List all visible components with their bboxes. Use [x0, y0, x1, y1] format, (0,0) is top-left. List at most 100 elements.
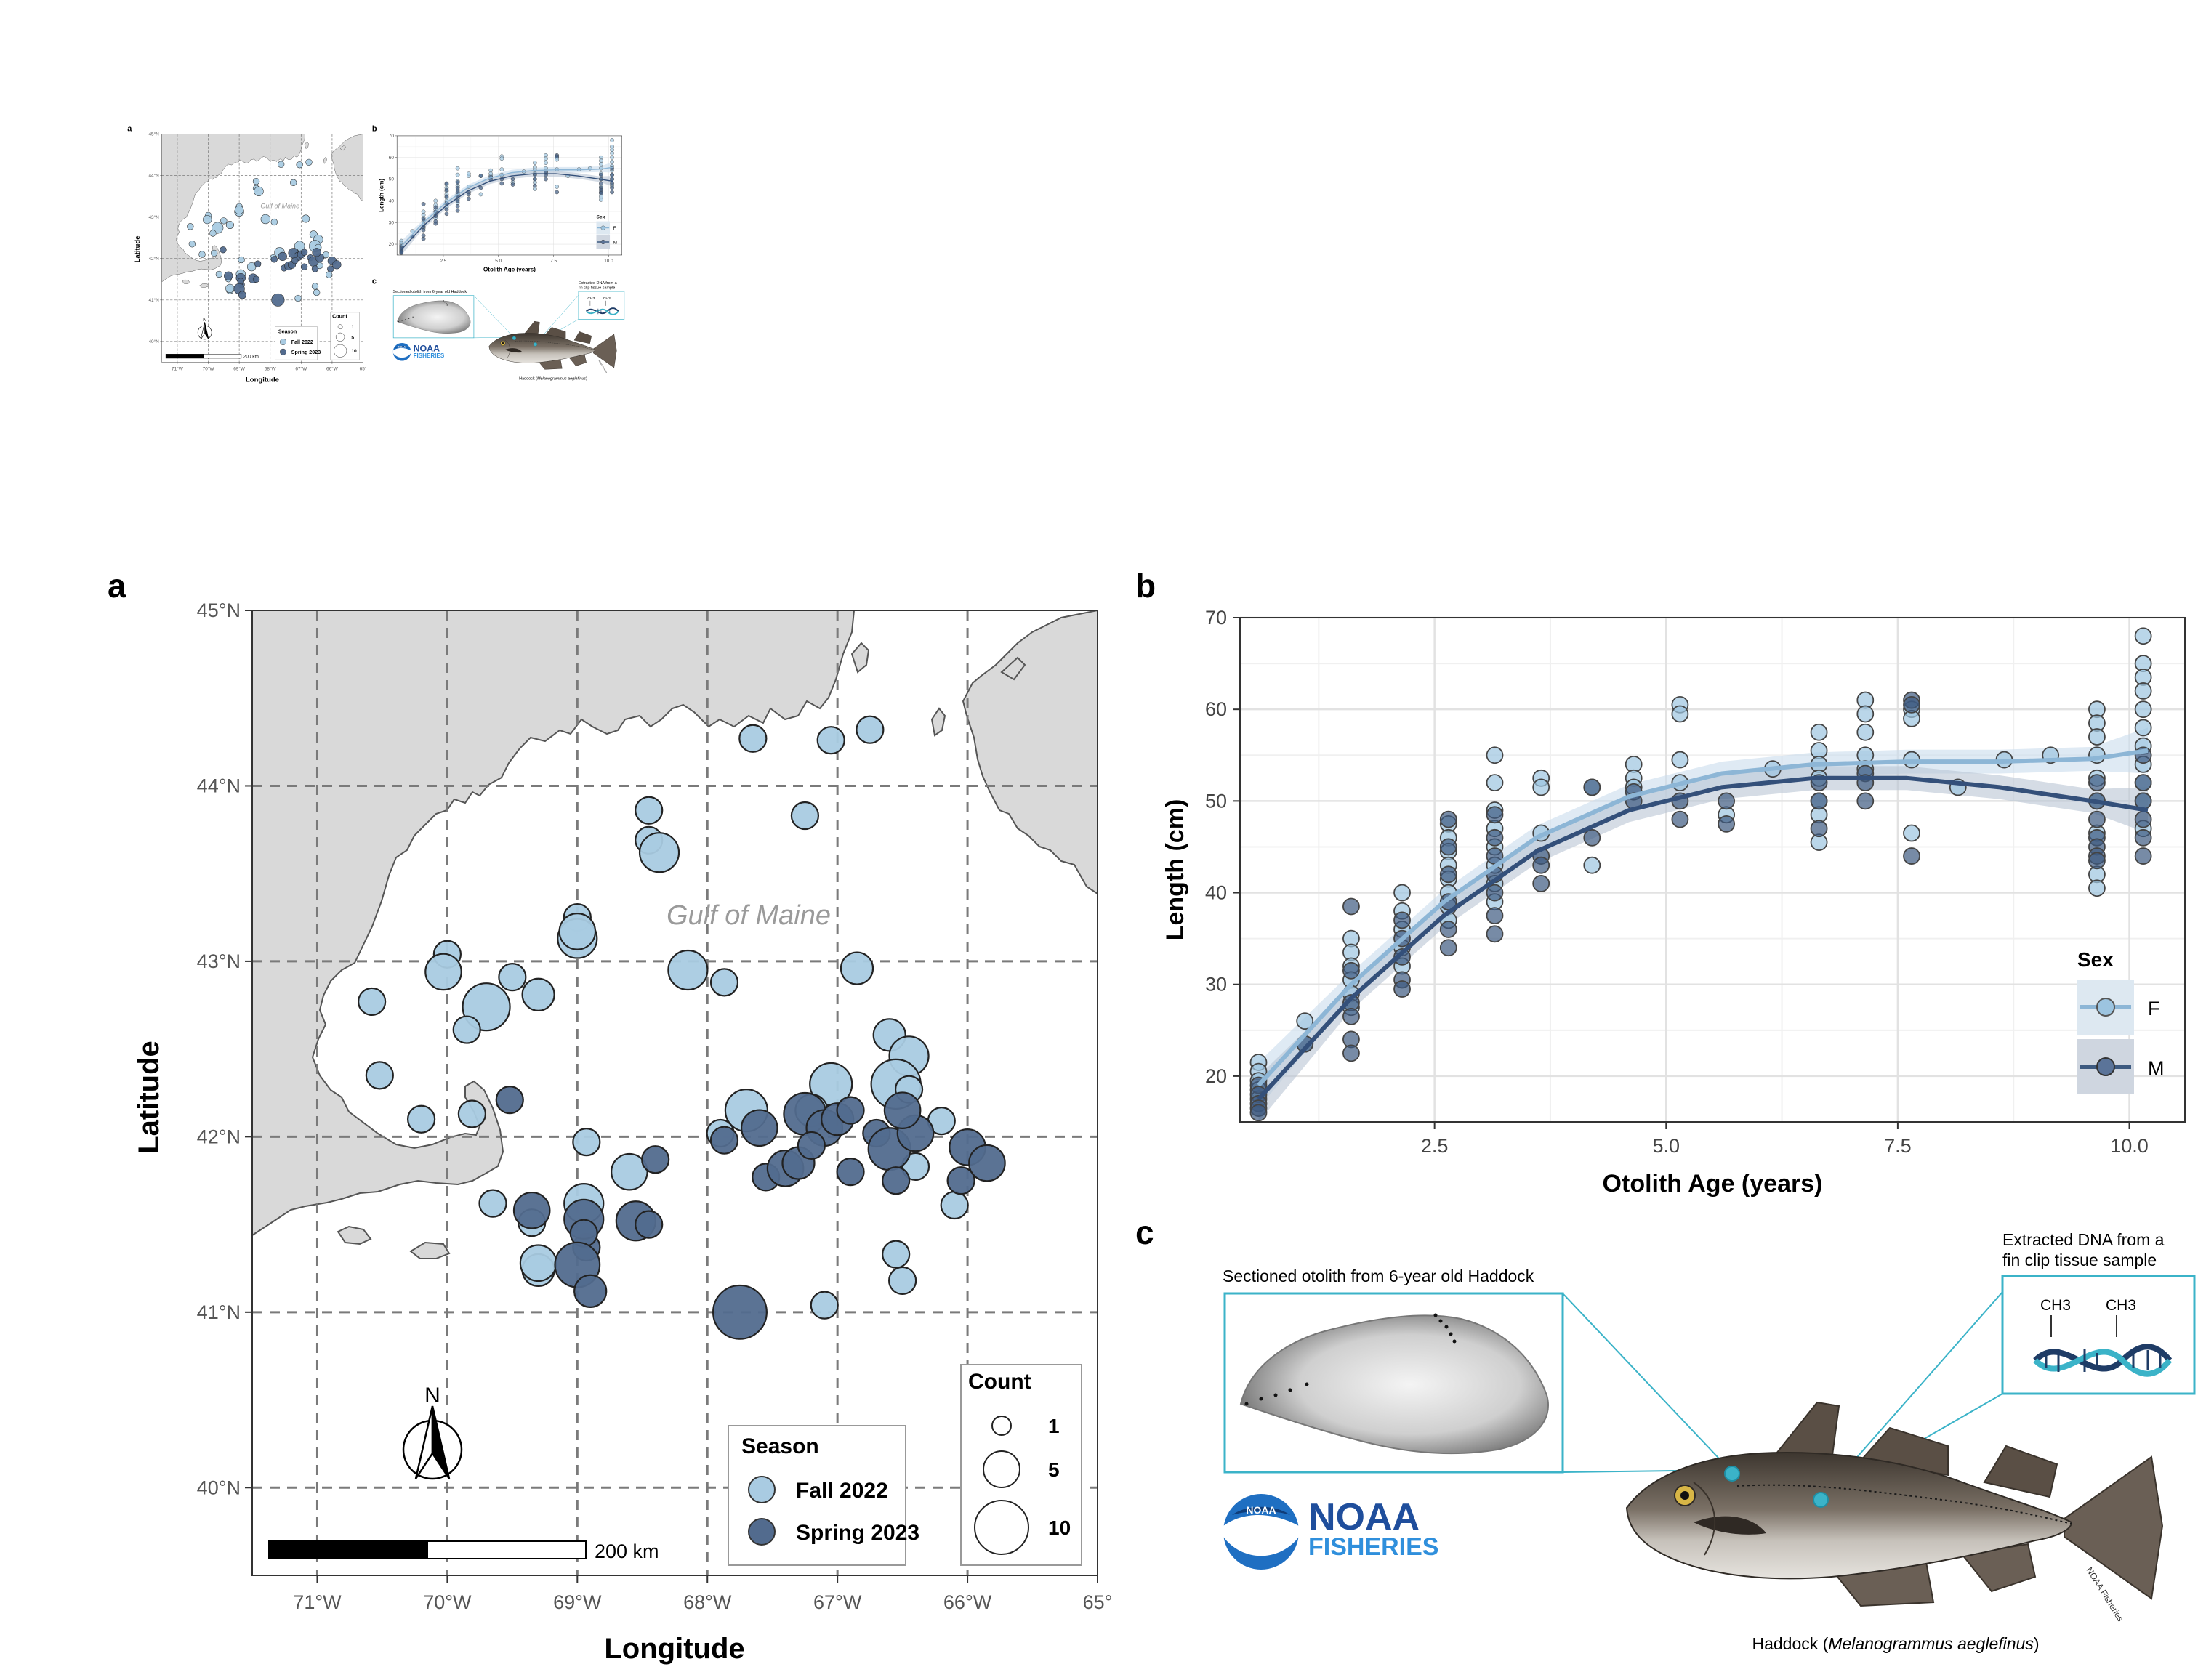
thumbnail-content: a b c 71°W 70°W 69°W 68°W 67°W 66°W 65° 45°N 44°N 4… — [127, 124, 625, 384]
map-x-tick-label: 66°W — [943, 1591, 992, 1613]
growth-point-f — [610, 159, 614, 164]
map-point-spring — [573, 1274, 608, 1308]
growth-point-m — [444, 211, 449, 217]
map-x-tick-label: 71°W — [293, 1591, 342, 1613]
panel-label-c: c — [372, 278, 377, 286]
growth-point-m — [555, 190, 560, 195]
north-arrow: N — [402, 1384, 463, 1480]
season-legend: Season Fall 2022 Spring 2023 — [728, 1425, 919, 1566]
map-point-spring — [635, 1210, 664, 1239]
map-panel: 71°W 70°W 69°W 68°W 67°W 66°W 65° 45°N 44°N 43°N 4… — [134, 132, 367, 384]
count-label-1: 1 — [1048, 1415, 1060, 1437]
growth-y-tick-label: 20 — [1205, 1065, 1227, 1087]
growth-line-m — [1257, 775, 2149, 1101]
growth-point-m — [1249, 1104, 1268, 1122]
growth-point-m — [433, 214, 438, 219]
growth-point-f — [610, 138, 614, 142]
map-point-fall — [294, 294, 302, 302]
map-point-spring — [946, 1166, 975, 1195]
island-vineyard — [182, 279, 190, 284]
growth-point-m — [1486, 884, 1504, 902]
growth-y-tick-label: 30 — [1205, 974, 1227, 996]
map-y-tick-label: 44°N — [148, 173, 159, 179]
north-label: N — [424, 1384, 440, 1408]
growth-point-f — [544, 161, 548, 166]
growth-point-m — [1718, 792, 1736, 810]
gill-cover — [1693, 1482, 1716, 1556]
map-point-spring — [254, 260, 262, 267]
map-point-fall — [856, 715, 885, 744]
map-point-spring — [712, 1284, 768, 1340]
map-x-axis-label: Longitude — [604, 1633, 744, 1665]
growth-point-f — [499, 156, 504, 161]
growth-smooth-lines — [400, 166, 613, 250]
growth-point-m — [455, 185, 460, 190]
gill-cover — [504, 339, 510, 358]
growth-point-f — [433, 198, 438, 203]
growth-point-m — [2134, 847, 2152, 865]
growth-point-f — [2134, 682, 2152, 700]
map-y-tick-label: 40°N — [148, 339, 159, 344]
map-x-tick-label: 71°W — [172, 366, 184, 371]
growth-point-m — [421, 236, 426, 241]
otolith-caption: Sectioned otolith from 6-year old Haddoc… — [1223, 1267, 1534, 1285]
map-point-spring — [312, 248, 321, 257]
growth-point-m — [1393, 948, 1411, 966]
map-y-tick-label: 42°N — [148, 256, 159, 262]
otolith-annuli-dots — [1244, 1313, 1457, 1406]
panel-label-b: b — [372, 124, 377, 133]
island-small — [850, 642, 870, 674]
map-x-tick-label: 68°W — [683, 1591, 732, 1613]
map-frame — [161, 134, 363, 363]
otolith-annuli-dots — [398, 300, 449, 323]
growth-point-f — [1486, 774, 1504, 792]
map-point-spring — [270, 256, 278, 263]
map-point-spring — [300, 249, 308, 256]
growth-point-m — [466, 192, 471, 197]
growth-point-m — [1486, 907, 1504, 924]
sex-legend-title: Sex — [596, 214, 605, 219]
map-point-fall — [638, 832, 680, 873]
map-point-spring — [641, 1145, 670, 1174]
dna-caption-line1: Extracted DNA from a — [2002, 1230, 2165, 1249]
map-point-spring — [512, 1191, 551, 1229]
thumbnail-svg: a b c 71°W 70°W 69°W 68°W 67°W 66°W 65° 45°N 44°N 4… — [127, 124, 625, 384]
legend-key-fall — [280, 339, 287, 346]
season-legend-title: Season — [741, 1434, 819, 1458]
map-point-spring — [883, 1091, 922, 1129]
growth-point-f — [1486, 746, 1504, 764]
growth-point-m — [2134, 828, 2152, 847]
legend-key-fall — [748, 1476, 776, 1503]
growth-ribbons — [1258, 727, 2148, 1122]
growth-x-axis-label: Otolith Age (years) — [483, 267, 536, 273]
legend-point-m — [600, 239, 605, 245]
growth-point-m — [499, 181, 504, 186]
growth-frame — [1239, 617, 2186, 1123]
north-arrow: N — [197, 317, 212, 340]
growth-y-tick-label: 40 — [389, 199, 395, 204]
map-point-fall — [790, 801, 820, 831]
growth-point-m — [610, 190, 614, 195]
growth-point-m — [610, 185, 614, 190]
growth-line-f — [400, 166, 613, 247]
noaa-logo-wave — [1223, 1515, 1299, 1556]
count-key-5 — [983, 1450, 1020, 1488]
haddock-body — [1625, 1452, 2073, 1580]
growth-point-m — [1856, 792, 1875, 810]
noaa-logo: NOAA NOAA FISHERIES — [392, 342, 445, 361]
scale-bar-label: 200 km — [243, 355, 259, 360]
growth-point-m — [1583, 828, 1601, 847]
growth-point-m — [1486, 925, 1504, 943]
pectoral-fin — [504, 348, 523, 353]
otolith-image — [1239, 1314, 1549, 1455]
growth-line-m — [400, 173, 613, 250]
growth-y-tick-label: 20 — [389, 242, 395, 247]
growth-point-m — [444, 187, 449, 193]
growth-x-tick-label: 2.5 — [440, 259, 446, 264]
illustration-panel: Sectioned otolith from 6-year old Haddoc… — [1223, 1230, 2196, 1653]
noaa-logo-text: NOAA — [1246, 1504, 1276, 1516]
growth-point-m — [1393, 980, 1411, 998]
map-point-fall — [254, 186, 264, 196]
gulf-of-maine-label: Gulf of Maine — [260, 203, 299, 210]
growth-point-m — [2088, 810, 2106, 828]
